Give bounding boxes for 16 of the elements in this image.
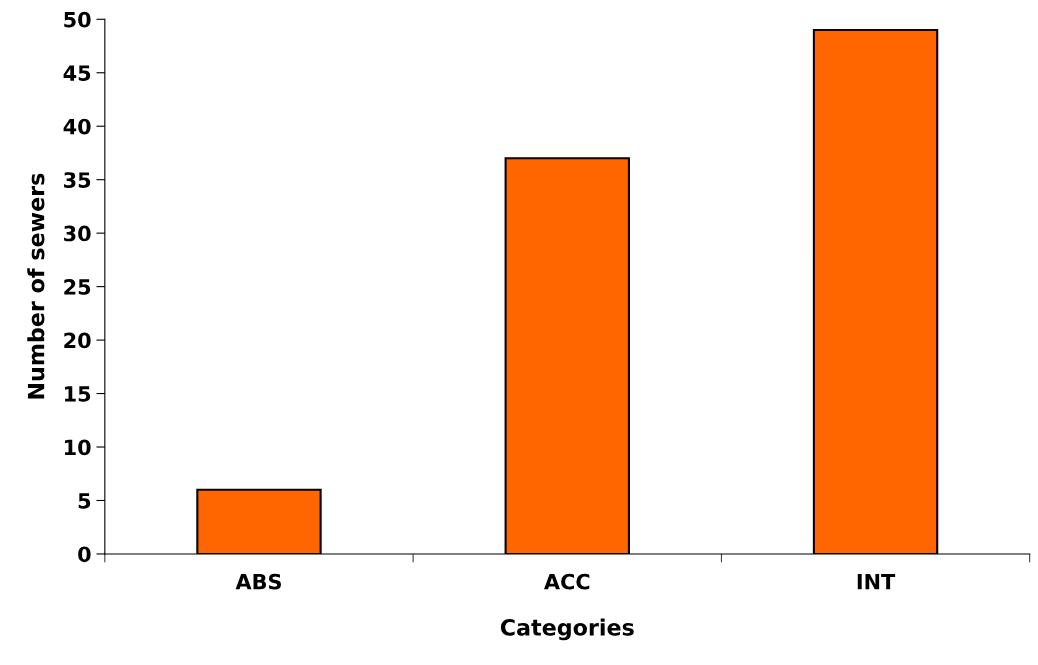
y-tick-label: 50 [64,11,91,28]
y-tick-label: 25 [64,279,91,295]
y-tick-label: 10 [65,439,91,456]
y-tick-label: 30 [64,225,91,242]
y-tick-label: 40 [63,118,91,135]
y-tick-label: 45 [63,65,91,81]
y-tick-label: 20 [64,332,91,349]
y-tick-label: 5 [78,493,91,509]
x-axis-title: Categories [500,618,634,641]
y-tick-label: 0 [78,546,91,563]
y-tick-label: 35 [64,172,91,188]
x-tick-label: INT [857,574,896,590]
y-axis-title: Number of sewers [27,173,45,399]
x-tick-label: ABS [235,573,281,590]
y-tick-label: 15 [65,386,91,402]
x-tick-label: ACC [544,573,590,590]
